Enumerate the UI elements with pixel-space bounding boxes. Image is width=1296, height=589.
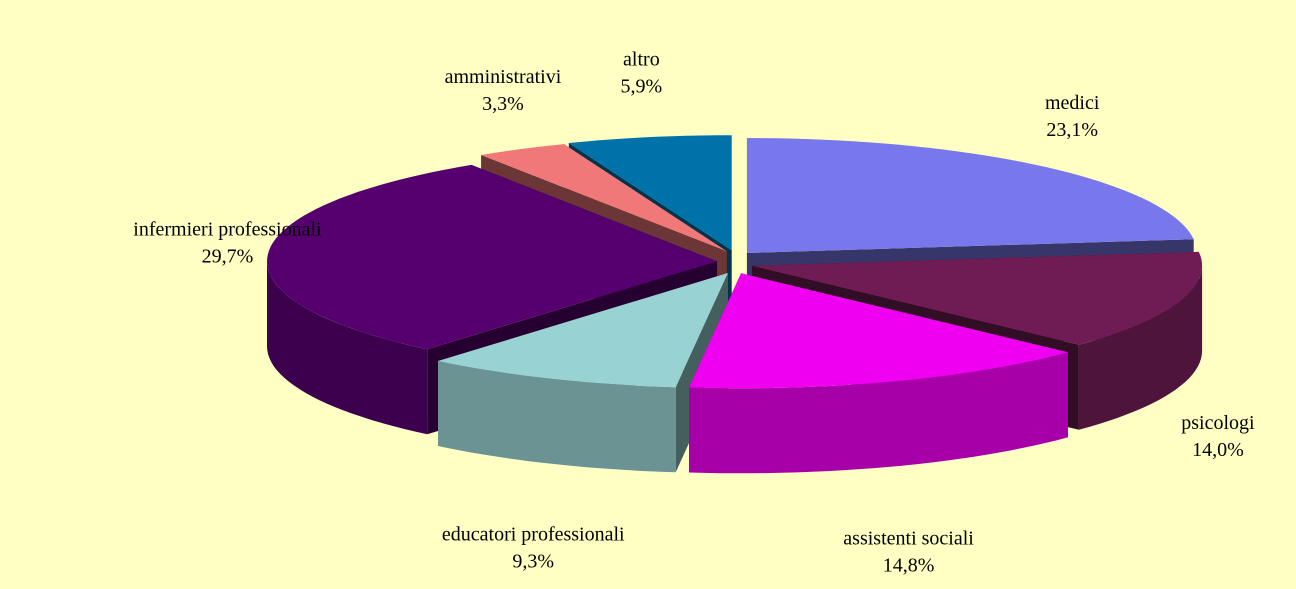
slice [746,138,1194,253]
slice-label: psicologi [1181,412,1255,434]
slice-label: medici [1045,92,1100,114]
slice-wall [267,261,428,435]
slice [568,135,732,251]
slice-wall [438,361,676,473]
slice [689,273,1068,389]
slice [438,273,728,388]
slice-wall [1078,265,1203,430]
slice-value-label: 23,1% [1046,119,1098,141]
slice-label: infermieri professionali [133,218,322,240]
slice-value-label: 14,8% [883,555,935,577]
slice-value-label: 3,3% [482,93,524,115]
slice [481,144,727,252]
slice [752,251,1202,345]
slice [267,164,717,350]
slice-wall [689,352,1068,474]
slice-value-label: 14,0% [1192,439,1244,461]
slice-value-label: 29,7% [202,245,254,267]
slice-label: educatori professionali [442,523,625,545]
slice-value-label: 9,3% [512,550,554,572]
slice-label: assistenti sociali [843,528,974,550]
slice-value-label: 5,9% [621,76,663,98]
slice-label: amministrativi [445,66,562,88]
slice-label: altro [623,49,660,71]
